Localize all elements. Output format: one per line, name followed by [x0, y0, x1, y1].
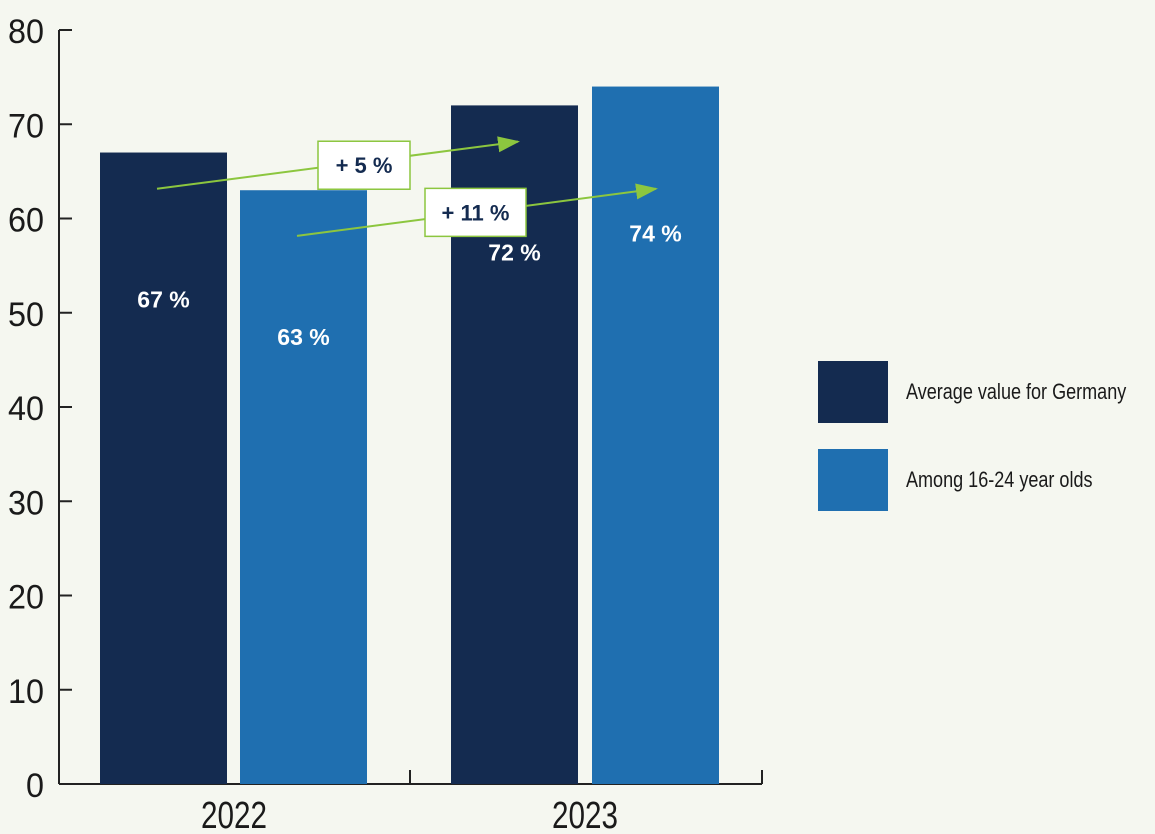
y-tick-label: 40: [8, 390, 44, 428]
y-tick-label: 70: [8, 107, 44, 145]
y-tick-label: 30: [8, 484, 44, 522]
bar-among-2023: [592, 86, 719, 785]
legend-label-germany: Average value for Germany: [906, 379, 1127, 404]
y-tick-label: 10: [8, 673, 44, 711]
y-tick-label: 80: [8, 13, 44, 51]
x-category-label: 2022: [201, 795, 267, 834]
x-category-label: 2023: [552, 795, 618, 834]
legend: Average value for Germany Among 16-24 ye…: [818, 361, 1155, 537]
bar-data-label: 63 %: [277, 324, 329, 350]
bar-among-2022: [240, 190, 367, 785]
bar-data-label: 72 %: [488, 239, 540, 265]
bar-average-2022: [100, 152, 227, 784]
legend-swatch-germany: [818, 361, 888, 423]
change-annotation-box: [317, 140, 411, 190]
y-tick-label: 60: [8, 202, 44, 240]
legend-item-germany: Average value for Germany: [818, 361, 1155, 423]
y-tick-label: 0: [26, 767, 44, 805]
change-annotation-label: + 5 %: [336, 153, 393, 178]
legend-swatch-youth: [818, 449, 888, 511]
legend-label-youth: Among 16-24 year olds: [906, 467, 1093, 492]
legend-item-youth: Among 16-24 year olds: [818, 449, 1155, 511]
change-annotation-box: [424, 187, 527, 238]
bar-data-label: 74 %: [629, 221, 681, 247]
bar-data-label: 67 %: [137, 287, 189, 313]
y-tick-label: 20: [8, 579, 44, 617]
change-annotation-label: + 11 %: [442, 200, 510, 225]
y-tick-label: 50: [8, 296, 44, 334]
